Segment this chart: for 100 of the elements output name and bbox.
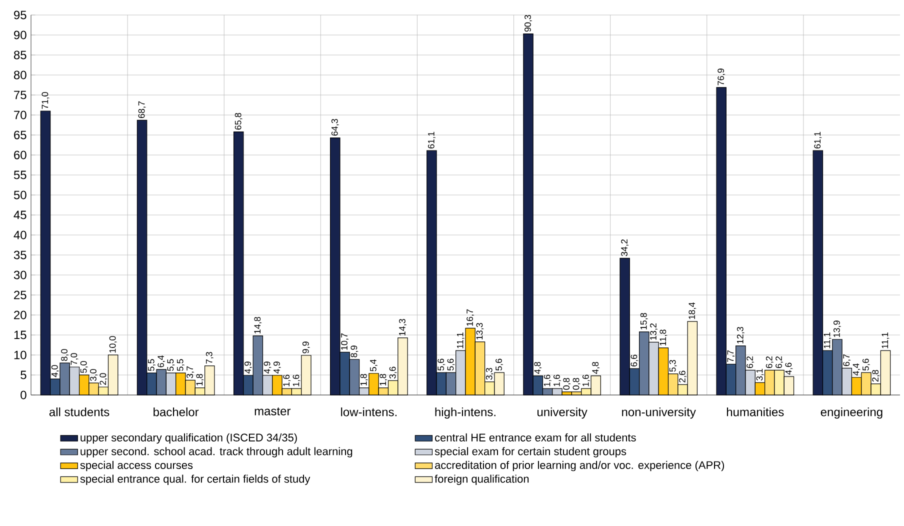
data-label: 13,2 [650, 323, 658, 340]
x-tick-label: non-university [622, 407, 696, 419]
data-label: 12,3 [736, 326, 744, 344]
y-tick-label: 55 [14, 170, 26, 180]
data-label: 1,6 [554, 374, 561, 386]
data-label: 0,8 [563, 378, 571, 390]
data-label: 4,9 [244, 362, 252, 374]
data-label: 3,7 [186, 366, 194, 378]
data-label: 5,4 [370, 359, 378, 372]
data-label: 6,2 [746, 356, 754, 368]
data-label: 4,6 [785, 362, 793, 375]
legend-label: special access courses [80, 460, 193, 472]
data-label: 14,8 [254, 316, 262, 334]
data-label: 7,7 [727, 350, 735, 362]
data-label: 16,7 [466, 309, 474, 326]
data-label: 7,3 [206, 352, 214, 364]
y-tick-label: 25 [14, 290, 26, 300]
y-tick-label: 70 [14, 110, 26, 120]
x-tick-label: high-intens. [435, 407, 496, 419]
y-tick-label: 50 [14, 190, 26, 200]
data-label: 5,6 [438, 358, 446, 371]
y-tick-label: 10 [14, 350, 26, 360]
data-label: 4,0 [51, 365, 59, 378]
data-label: 4,9 [264, 362, 272, 374]
data-label: 3,6 [389, 366, 397, 379]
data-label: 11,1 [882, 332, 890, 348]
y-tick-label: 0 [20, 390, 26, 400]
x-tick-label: university [538, 407, 588, 419]
data-label: 15,8 [640, 312, 648, 330]
y-tick-label: 95 [14, 10, 26, 20]
data-label: 5,5 [176, 359, 184, 371]
data-label: 34,2 [621, 239, 629, 256]
y-tick-label: 15 [14, 330, 26, 340]
data-label: 5,3 [669, 360, 677, 372]
data-label: 6,4 [158, 355, 166, 368]
x-tick-label: bachelor [154, 407, 199, 416]
data-label: 64,3 [331, 118, 339, 136]
data-label: 11,8 [660, 330, 668, 346]
data-label: 6,6 [630, 354, 638, 366]
data-label: 13,9 [834, 320, 841, 337]
y-tick-label: 20 [14, 310, 26, 320]
data-label: 8,0 [61, 349, 69, 361]
data-label: 5,0 [80, 361, 88, 373]
data-label: 3,1 [756, 368, 764, 381]
data-label: 1,6 [292, 374, 300, 386]
data-label: 13,3 [476, 322, 484, 340]
data-label: 76,9 [718, 68, 726, 86]
y-tick-label: 40 [14, 230, 26, 240]
legend-label: special entrance qual. for certain fields of study [80, 474, 310, 485]
x-tick-label: low-intens. [341, 407, 397, 416]
data-label: 1,8 [360, 374, 368, 386]
data-label: 5,5 [148, 359, 156, 371]
data-label: 65,8 [234, 112, 242, 130]
data-label: 61,1 [428, 132, 436, 148]
y-tick-label: 65 [14, 130, 26, 140]
x-tick-label: humanities [726, 407, 784, 416]
legend-label: central HE entrance exam for all students [435, 433, 636, 442]
data-label: 1,6 [544, 374, 552, 386]
data-label: 2,6 [679, 370, 686, 382]
data-label: 5,5 [167, 359, 175, 371]
data-label: 10,7 [341, 333, 349, 350]
data-label: 8,9 [350, 346, 358, 358]
y-tick-label: 5 [20, 370, 26, 380]
data-label: 6,2 [766, 356, 774, 368]
legend-label: accreditation of prior learning and/or voc. experience (APR) [435, 460, 724, 472]
legend-label: foreign qualification [434, 474, 529, 485]
data-label: 5,6 [496, 358, 504, 371]
y-tick-label: 60 [14, 150, 26, 160]
data-label: 90,3 [524, 14, 532, 32]
data-label: 11,1 [824, 332, 832, 348]
data-label: 11,1 [457, 332, 464, 348]
x-tick-label: engineering [820, 407, 882, 419]
data-label: 0,8 [572, 378, 580, 390]
data-label: 1,6 [582, 374, 590, 386]
data-label: 71,0 [42, 92, 50, 109]
data-label: 61,1 [814, 132, 822, 148]
legend-label: upper secondary qualification (ISCED 34/35) [80, 433, 297, 444]
data-label: 10,0 [109, 336, 117, 353]
y-tick-label: 35 [14, 250, 26, 260]
data-label: 7,0 [70, 353, 78, 365]
x-tick-label: master [254, 407, 291, 416]
data-label: 3,3 [486, 368, 494, 380]
y-tick-label: 80 [14, 70, 26, 80]
data-label: 6,7 [843, 354, 851, 366]
data-label: 4,4 [852, 363, 860, 376]
data-label: 6,2 [776, 356, 784, 368]
data-label: 1,8 [196, 374, 204, 386]
data-label: 9,9 [302, 342, 310, 354]
y-tick-label: 75 [14, 90, 26, 100]
data-label: 5,6 [447, 358, 455, 371]
y-tick-label: 85 [14, 50, 26, 60]
data-label: 3,0 [90, 369, 98, 381]
data-label: 2,8 [872, 370, 880, 382]
data-label: 2,0 [100, 373, 108, 385]
data-label: 68,7 [138, 101, 146, 118]
x-tick-label: all students [49, 407, 110, 416]
data-label: 14,3 [399, 318, 406, 336]
legend-label: special exam for certain student groups [434, 447, 626, 458]
data-label: 4,9 [274, 362, 281, 374]
data-label: 4,8 [534, 362, 542, 374]
